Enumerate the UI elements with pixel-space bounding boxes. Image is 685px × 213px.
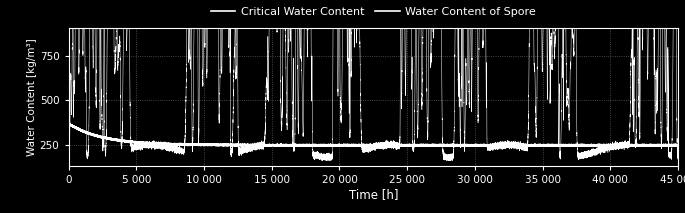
X-axis label: Time [h]: Time [h] (349, 188, 398, 201)
Legend: Critical Water Content, Water Content of Spore: Critical Water Content, Water Content of… (206, 3, 540, 22)
Y-axis label: Water Content [kg/m³]: Water Content [kg/m³] (27, 38, 37, 156)
